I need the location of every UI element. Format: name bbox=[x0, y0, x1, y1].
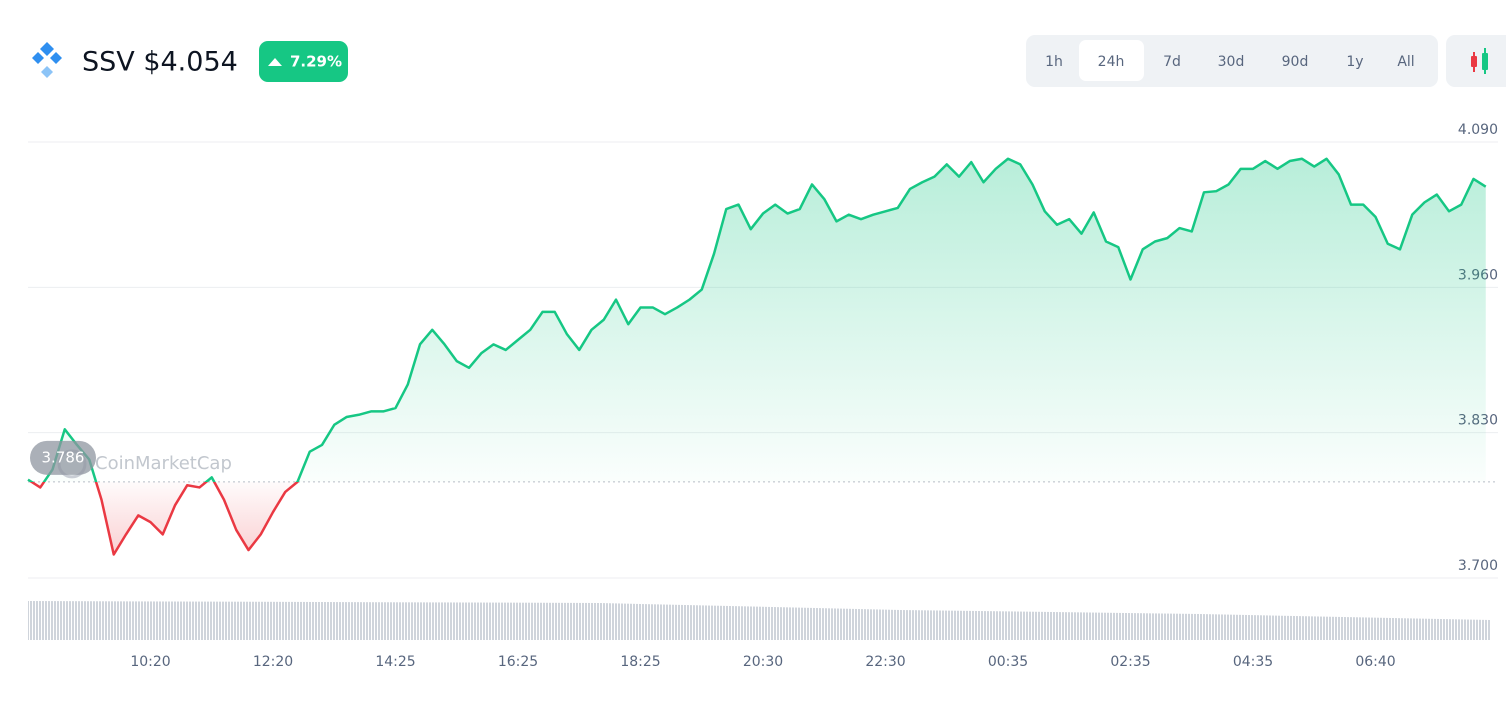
change-value: 7.29% bbox=[290, 53, 342, 71]
baseline-label: 3.786 bbox=[42, 448, 85, 466]
time-tab[interactable]: 24h bbox=[1098, 54, 1125, 70]
price-line bbox=[27, 157, 1487, 556]
y-tick-label: 3.700 bbox=[1458, 558, 1498, 574]
active-tab bbox=[1079, 40, 1144, 81]
change-badge bbox=[259, 41, 348, 82]
y-tick-label: 4.090 bbox=[1458, 122, 1498, 138]
price-area bbox=[28, 158, 1486, 555]
time-tab[interactable]: 1h bbox=[1045, 54, 1063, 70]
time-tab[interactable]: 7d bbox=[1163, 54, 1181, 70]
time-tab[interactable]: 90d bbox=[1282, 54, 1309, 70]
x-tick-label: 00:35 bbox=[988, 654, 1028, 670]
time-tab[interactable]: All bbox=[1397, 54, 1414, 70]
candle-icon bbox=[1471, 48, 1488, 74]
x-tick-label: 14:25 bbox=[375, 654, 415, 670]
x-tick-label: 12:20 bbox=[253, 654, 293, 670]
time-tab[interactable]: 30d bbox=[1218, 54, 1245, 70]
up-arrow bbox=[268, 58, 282, 66]
asset-title: SSV $4.054 bbox=[82, 47, 238, 78]
x-tick-label: 02:35 bbox=[1110, 654, 1150, 670]
logo bbox=[32, 42, 62, 78]
x-tick-label: 06:40 bbox=[1355, 654, 1395, 670]
watermark: CoinMarketCap bbox=[95, 453, 232, 474]
time-tab[interactable]: 1y bbox=[1346, 54, 1363, 70]
x-tick-label: 22:30 bbox=[865, 654, 905, 670]
x-tick-label: 16:25 bbox=[498, 654, 538, 670]
x-tick-label: 20:30 bbox=[743, 654, 783, 670]
x-tick-label: 04:35 bbox=[1233, 654, 1273, 670]
volume-bars bbox=[28, 601, 1490, 640]
x-tick-label: 18:25 bbox=[620, 654, 660, 670]
x-tick-label: 10:20 bbox=[130, 654, 170, 670]
baseline-pill bbox=[30, 440, 96, 475]
